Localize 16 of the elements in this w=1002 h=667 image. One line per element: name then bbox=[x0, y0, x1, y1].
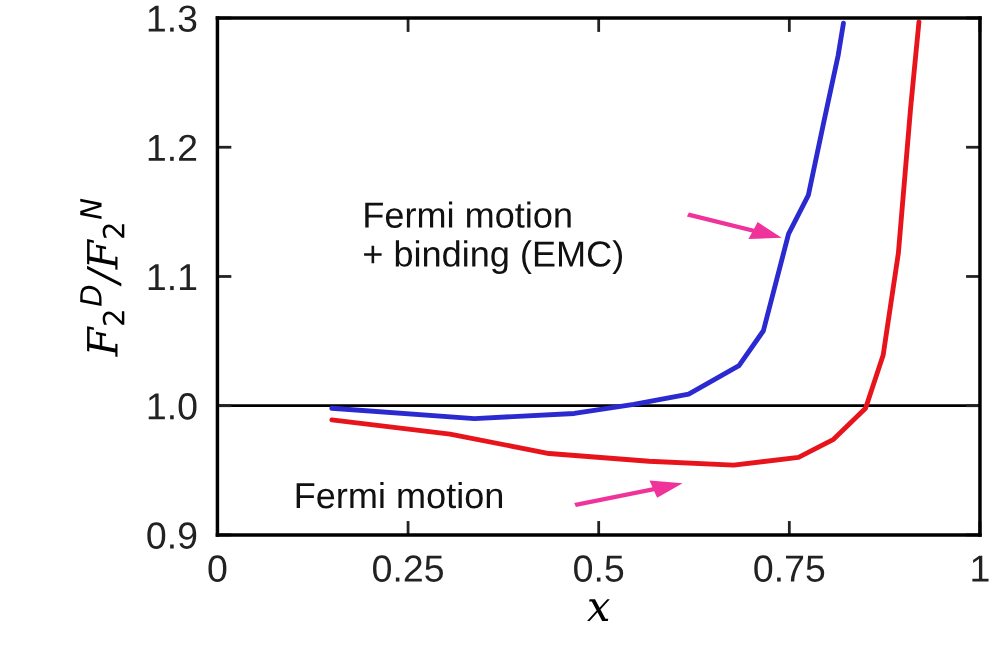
annotation: Fermi motion bbox=[296, 481, 503, 509]
x-tick-label: 0.5 bbox=[574, 555, 624, 582]
line-series bbox=[329, 20, 846, 422]
x-axis-title: x bbox=[587, 599, 610, 621]
y-tick-label: 1.2 bbox=[148, 134, 197, 161]
y-tick-label: 1.1 bbox=[148, 264, 197, 291]
line-series bbox=[329, 19, 922, 468]
y-tick-label: 1.0 bbox=[148, 393, 197, 420]
y-tick-label: 1.3 bbox=[148, 5, 197, 32]
x-tick-label: 1 bbox=[972, 555, 989, 582]
y-axis-title: F$_{2}$$^{D}$/F$_{2}$$^{N}$ bbox=[80, 198, 125, 357]
y-tick-label: 0.9 bbox=[147, 522, 197, 549]
x-tick-label: 0.75 bbox=[754, 555, 825, 582]
annotation: Fermi motion + binding (EMC) bbox=[364, 201, 622, 274]
x-tick-label: 0.25 bbox=[373, 555, 443, 582]
x-tick-label: 0 bbox=[208, 555, 227, 582]
